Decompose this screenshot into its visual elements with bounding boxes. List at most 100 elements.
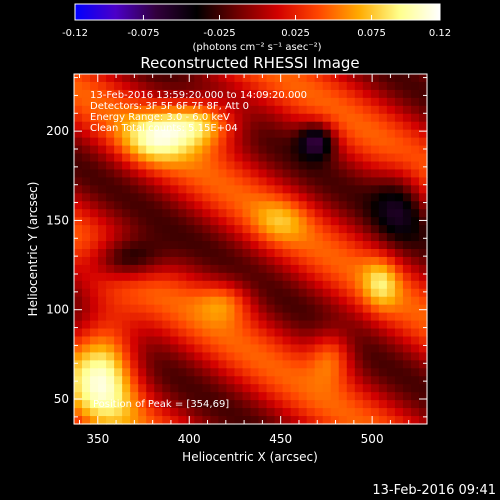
heatmap-cell <box>146 81 155 91</box>
heatmap-cell <box>130 105 139 115</box>
heatmap-cell <box>82 233 91 242</box>
heatmap-cell <box>210 280 220 290</box>
heatmap-cell <box>226 89 236 99</box>
heatmap-cell <box>82 368 91 377</box>
heatmap-cell <box>306 105 316 115</box>
heatmap-cell <box>98 161 107 171</box>
heatmap-cell <box>226 145 236 155</box>
heatmap-cell <box>146 233 155 242</box>
heatmap-cell <box>138 201 147 210</box>
heatmap-cell <box>330 233 340 242</box>
heatmap-cell <box>122 408 131 417</box>
colorbar-ticks: -0.12 -0.075 -0.025 0.025 0.075 0.12 <box>62 15 451 39</box>
heatmap-cell <box>290 145 300 155</box>
heatmap-cell <box>114 169 123 178</box>
heatmap-cell <box>258 376 268 385</box>
heatmap-cell <box>82 408 91 417</box>
heatmap-cell <box>386 137 396 147</box>
heatmap-cell <box>402 81 412 91</box>
heatmap-cell <box>378 97 388 107</box>
heatmap-cell <box>282 360 292 369</box>
heatmap-cell <box>266 113 276 123</box>
heatmap-cell <box>234 360 244 369</box>
heatmap-cell <box>162 272 171 282</box>
heatmap-cell <box>354 400 364 409</box>
heatmap-cell <box>402 312 412 322</box>
heatmap-cell <box>82 392 91 401</box>
heatmap-cell <box>362 241 372 250</box>
heatmap-cell <box>322 416 332 425</box>
heatmap-cell <box>410 193 420 202</box>
heatmap-cell <box>194 177 203 186</box>
heatmap-cell <box>226 408 236 417</box>
heatmap-cell <box>202 288 211 298</box>
heatmap-cell <box>274 352 284 361</box>
heatmap-cell <box>258 360 268 369</box>
heatmap-cell <box>282 113 292 123</box>
heatmap-cell <box>162 280 171 290</box>
heatmap-cell <box>250 121 260 131</box>
heatmap-cell <box>266 400 276 409</box>
heatmap-cell <box>122 272 131 282</box>
heatmap-cell <box>74 328 83 338</box>
heatmap-cell <box>218 400 228 409</box>
heatmap-cell <box>346 209 356 218</box>
heatmap-cell <box>106 328 115 338</box>
heatmap-cell <box>194 384 203 393</box>
heatmap-cell <box>146 336 155 346</box>
heatmap-cell <box>410 400 420 409</box>
heatmap-cell <box>154 256 163 266</box>
heatmap-cell <box>202 74 211 83</box>
heatmap-cell <box>106 384 115 393</box>
heatmap-cell <box>82 249 91 258</box>
heatmap-cell <box>266 384 276 393</box>
heatmap-cell <box>362 217 372 226</box>
heatmap-cell <box>250 129 260 139</box>
heatmap-cell <box>194 121 203 131</box>
heatmap-cell <box>74 97 83 107</box>
heatmap-cell <box>154 336 163 346</box>
heatmap-cell <box>338 145 348 155</box>
heatmap-cell <box>186 185 195 194</box>
heatmap-cell <box>258 368 268 377</box>
heatmap-cell <box>282 249 292 258</box>
heatmap-cell <box>74 105 83 115</box>
heatmap-cell <box>410 344 420 353</box>
heatmap-cell <box>338 264 348 274</box>
heatmap-cell <box>186 280 195 290</box>
heatmap-cell <box>314 256 324 266</box>
heatmap-cell <box>234 185 244 194</box>
heatmap-cell <box>82 241 91 250</box>
heatmap-cell <box>74 352 83 361</box>
heatmap-cell <box>378 312 388 322</box>
heatmap-cell <box>106 288 115 298</box>
heatmap-cell <box>146 169 155 178</box>
heatmap-cell <box>338 193 348 202</box>
heatmap-cell <box>378 280 388 290</box>
heatmap-cell <box>218 384 228 393</box>
heatmap-cell <box>210 304 220 314</box>
heatmap-cell <box>202 416 211 425</box>
heatmap-cell <box>106 129 115 139</box>
heatmap-cell <box>178 392 187 401</box>
heatmap-cell <box>338 288 348 298</box>
heatmap-cell <box>226 121 236 131</box>
heatmap-cell <box>418 288 428 298</box>
heatmap-cell <box>354 392 364 401</box>
heatmap-cell <box>282 304 292 314</box>
heatmap-cell <box>226 392 236 401</box>
heatmap-cell <box>402 304 412 314</box>
heatmap-cell <box>410 241 420 250</box>
heatmap-cell <box>362 344 372 353</box>
heatmap-cell <box>266 74 276 83</box>
heatmap-cell <box>170 113 179 123</box>
heatmap-cell <box>314 233 324 242</box>
heatmap-cell <box>306 193 316 202</box>
heatmap-cell <box>194 161 203 171</box>
heatmap-cell <box>338 177 348 186</box>
heatmap-cell <box>394 161 404 171</box>
heatmap-cell <box>282 161 292 171</box>
heatmap-cell <box>170 352 179 361</box>
heatmap-cell <box>266 137 276 147</box>
heatmap-cell <box>314 81 324 91</box>
